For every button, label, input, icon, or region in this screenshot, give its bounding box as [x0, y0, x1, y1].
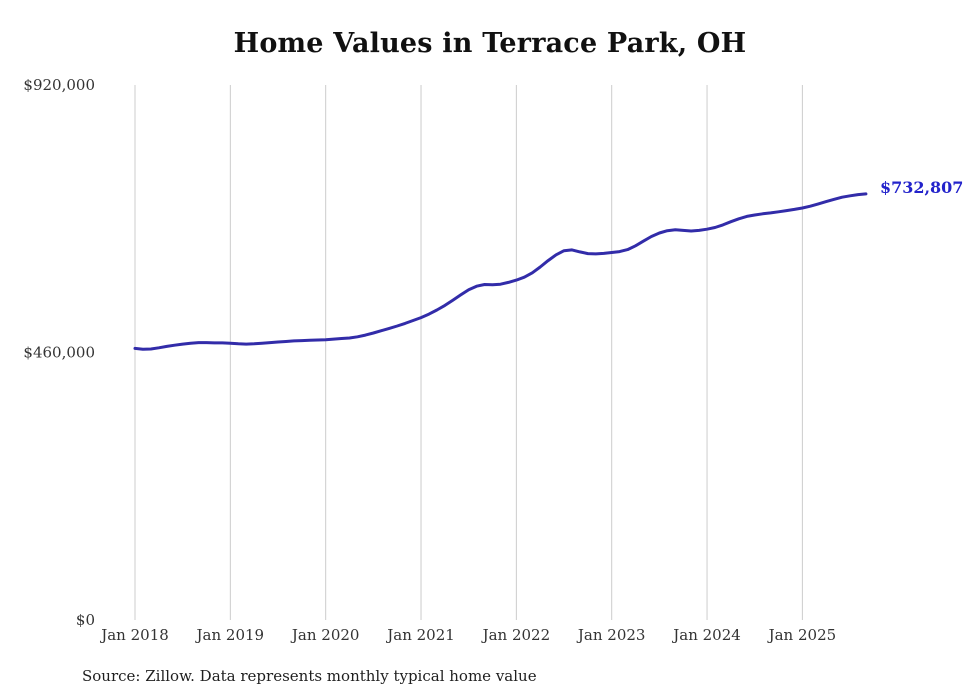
x-tick-label: Jan 2018	[99, 626, 169, 644]
x-tick-label: Jan 2025	[767, 626, 837, 644]
chart-title: Home Values in Terrace Park, OH	[233, 28, 747, 59]
y-tick-label: $920,000	[23, 76, 95, 94]
y-tick-label: $0	[76, 611, 95, 629]
latest-value-label: $732,807	[879, 177, 964, 197]
x-tick-label: Jan 2020	[290, 626, 360, 644]
x-tick-label: Jan 2022	[481, 626, 551, 644]
home-value-line	[133, 192, 868, 351]
x-tick-label: Jan 2019	[195, 626, 265, 644]
y-tick-label: $460,000	[23, 344, 95, 362]
source-note: Source: Zillow. Data represents monthly …	[82, 667, 537, 685]
x-tick-label: Jan 2021	[385, 626, 455, 644]
x-tick-label: Jan 2024	[671, 626, 741, 644]
x-tick-label: Jan 2023	[576, 626, 646, 644]
